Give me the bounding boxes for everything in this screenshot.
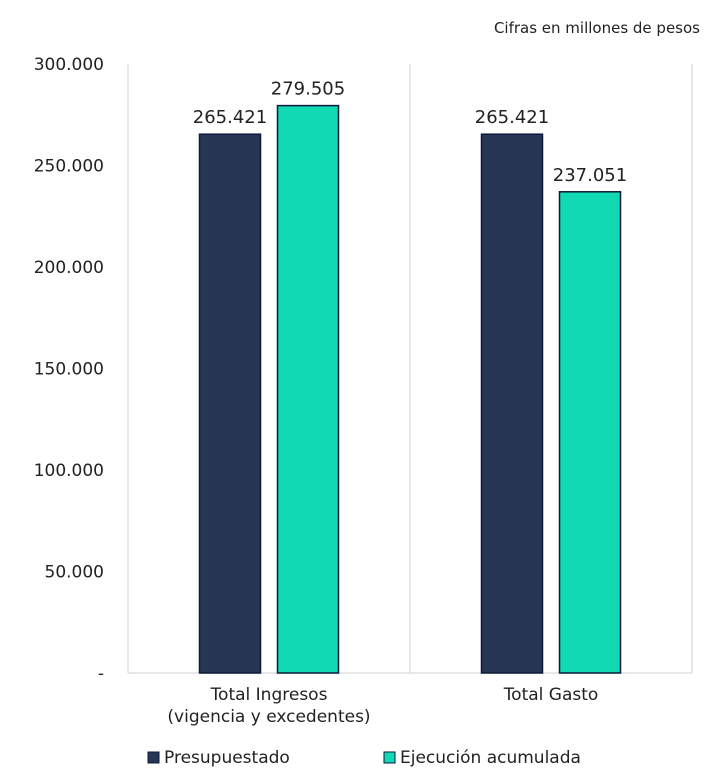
y-tick-label: 250.000: [34, 157, 104, 177]
bar-ejecucion-1: [558, 191, 622, 674]
y-tick-label: 50.000: [45, 563, 104, 583]
data-label: 265.421: [193, 107, 267, 128]
y-tick-label: 300.000: [34, 55, 104, 75]
bar-presupuestado-0: [198, 133, 262, 674]
legend-swatch: [147, 751, 160, 764]
y-tick-label: 150.000: [34, 360, 104, 380]
units-note: Cifras en millones de pesos: [494, 19, 700, 37]
y-tick-label: 100.000: [34, 461, 104, 481]
chart-legend: Presupuestado Ejecución acumulada: [147, 748, 581, 768]
bar-ejecucion-0: [276, 104, 340, 674]
y-tick-label: 200.000: [34, 258, 104, 278]
category-label: Total Ingresos: [210, 685, 328, 705]
y-tick-label: -: [98, 664, 104, 684]
bar-presupuestado-1: [480, 133, 544, 674]
chart-bars: [198, 104, 622, 674]
data-label: 265.421: [475, 107, 549, 128]
legend-label: Ejecución acumulada: [400, 748, 581, 768]
category-labels: Total Ingresos(vigencia y excedentes) Tot…: [167, 685, 598, 727]
y-axis-ticks: - 50.000 100.000 150.000 200.000 250.000 300.0…: [34, 55, 104, 684]
category-label: Total Gasto: [503, 685, 599, 705]
category-label: (vigencia y excedentes): [167, 707, 370, 727]
data-label: 237.051: [553, 165, 627, 186]
legend-label: Presupuestado: [164, 748, 290, 768]
legend-swatch: [383, 751, 396, 764]
data-label: 279.505: [271, 79, 345, 100]
